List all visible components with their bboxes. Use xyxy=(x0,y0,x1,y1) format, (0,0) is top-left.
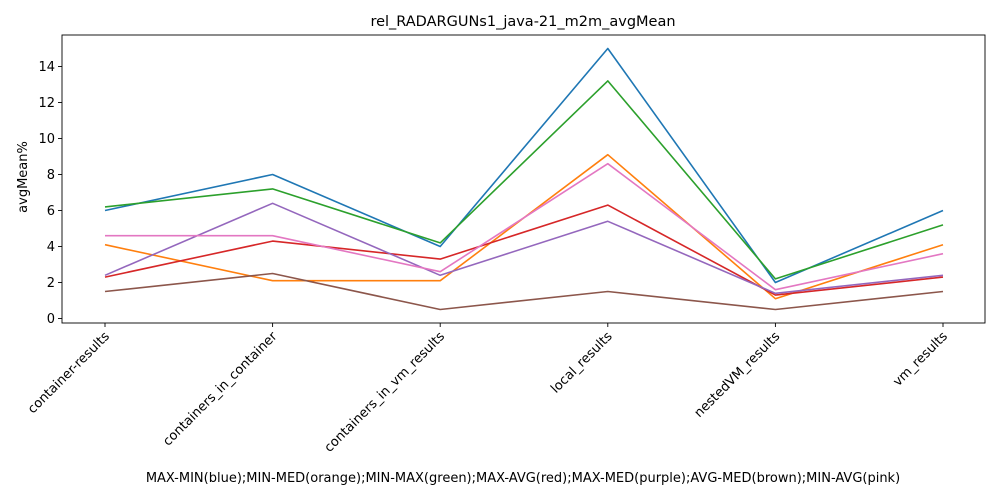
series-layer xyxy=(104,47,944,311)
x-tick-label: local_results xyxy=(548,329,616,397)
chart-title: rel_RADARGUNs1_java-21_m2m_avgMean xyxy=(370,14,675,30)
y-tick-label: 6 xyxy=(47,204,55,219)
y-tick-label: 0 xyxy=(47,312,55,327)
x-tick-label: containers_in_vm_results xyxy=(322,329,448,455)
series-line-1 xyxy=(104,153,944,300)
series-line-0 xyxy=(104,47,944,284)
y-tick-label: 12 xyxy=(38,96,55,111)
x-tick-label: container-results xyxy=(25,329,113,417)
series-line-3 xyxy=(104,204,944,296)
plot-area xyxy=(61,34,986,324)
plot-frame xyxy=(61,34,986,324)
x-tick-label: nestedVM_results xyxy=(692,329,784,421)
x-axis: container-results containers_in_container… xyxy=(25,323,951,456)
y-tick-label: 4 xyxy=(47,240,55,255)
series-line-4 xyxy=(104,202,944,295)
x-axis-label: MAX-MIN(blue);MIN-MED(orange);MIN-MAX(gr… xyxy=(146,471,900,486)
series-line-6 xyxy=(105,162,944,291)
y-axis: 0 2 4 6 8 10 12 14 xyxy=(38,60,62,327)
x-tick-label: vm_results xyxy=(890,329,951,390)
x-tick-label: containers_in_container xyxy=(160,329,281,450)
y-tick-label: 10 xyxy=(38,132,55,147)
y-tick-label: 8 xyxy=(47,168,55,183)
y-tick-label: 14 xyxy=(38,60,55,75)
series-line-5 xyxy=(104,272,944,311)
series-line-2 xyxy=(104,80,944,280)
y-axis-label: avgMean% xyxy=(16,141,31,213)
y-tick-label: 2 xyxy=(47,276,55,291)
